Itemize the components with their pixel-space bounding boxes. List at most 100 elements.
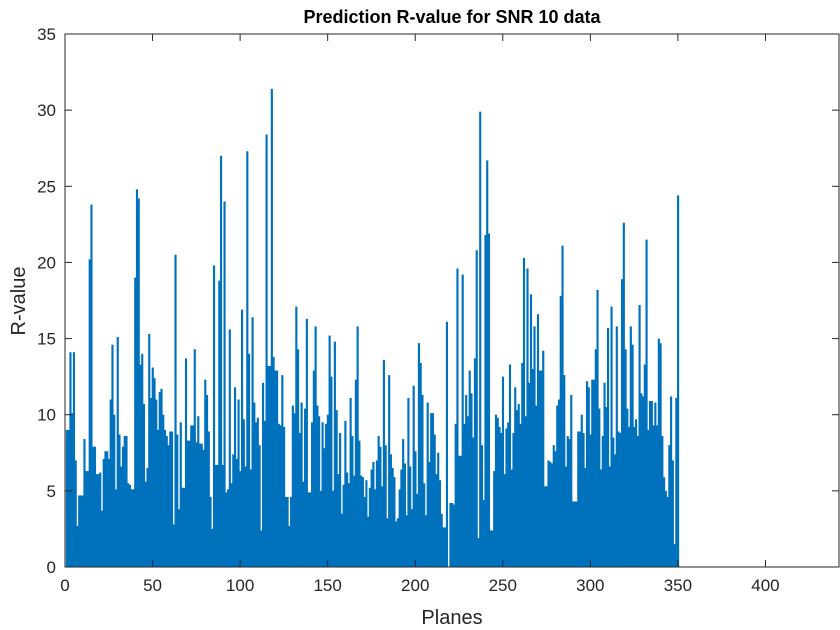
bar (267, 365, 270, 567)
x-tick-label: 50 (143, 576, 162, 595)
bar (617, 431, 620, 567)
bar (484, 235, 487, 567)
bar (531, 369, 534, 567)
bar (505, 428, 508, 567)
bar (333, 341, 336, 567)
bar (274, 370, 277, 567)
bar (656, 425, 659, 567)
bar (269, 365, 272, 567)
bar (377, 436, 380, 567)
bar (591, 379, 594, 567)
bar (431, 413, 435, 567)
bar (74, 460, 77, 567)
bar (426, 402, 429, 567)
bar (479, 111, 482, 568)
bar (125, 436, 128, 567)
bar (332, 490, 335, 567)
bar (549, 461, 552, 567)
bar (240, 309, 244, 567)
bar (642, 396, 645, 567)
bar (170, 431, 174, 567)
x-tick-label: 250 (489, 576, 517, 595)
bar (277, 423, 280, 567)
bar (400, 469, 403, 567)
bar (276, 370, 279, 567)
bar (671, 460, 674, 567)
bar (90, 204, 93, 567)
bar (325, 423, 328, 567)
bar (365, 480, 368, 567)
bar (603, 382, 606, 567)
bar (228, 329, 231, 567)
bar (137, 198, 140, 567)
bar (204, 379, 207, 567)
bar (314, 326, 317, 567)
bar (578, 431, 582, 567)
bar (316, 405, 319, 567)
bar (239, 471, 242, 567)
bar (577, 431, 580, 567)
bar (212, 265, 216, 567)
bar (417, 343, 420, 567)
bar (557, 399, 561, 567)
bar (114, 489, 118, 567)
bar (486, 160, 489, 567)
bar (428, 461, 431, 567)
bar (99, 472, 102, 567)
bar (265, 134, 268, 567)
bar (405, 515, 408, 567)
bar (435, 474, 438, 567)
bar (95, 474, 98, 567)
bar (184, 358, 188, 567)
bar (200, 443, 203, 567)
bar (349, 397, 352, 567)
bar (522, 257, 526, 567)
bar (633, 426, 636, 567)
bar (354, 379, 357, 567)
bar (247, 353, 251, 567)
bar (155, 399, 158, 567)
bar (442, 527, 445, 567)
bar (580, 414, 583, 567)
bar (652, 425, 655, 567)
bar (81, 495, 84, 567)
bar (416, 493, 419, 567)
bar (473, 358, 477, 567)
bar (561, 245, 564, 567)
bar (214, 464, 217, 567)
bar (638, 305, 641, 567)
bar (550, 463, 554, 567)
bar (584, 468, 587, 567)
bar (388, 375, 391, 567)
bar (571, 501, 575, 567)
bar (135, 189, 139, 567)
bar (262, 382, 265, 567)
bar (211, 528, 214, 567)
bar (235, 458, 238, 567)
bar (339, 432, 342, 567)
bar (132, 489, 135, 567)
bar (109, 399, 112, 567)
bar (515, 410, 519, 567)
bar (260, 530, 263, 567)
bar (610, 306, 613, 567)
bar (290, 496, 293, 567)
bar (337, 474, 340, 567)
bar (456, 268, 459, 567)
bar (496, 417, 499, 567)
bar (79, 495, 83, 567)
bar (326, 414, 329, 567)
bar (106, 451, 109, 567)
bar (521, 362, 524, 567)
bar (216, 464, 219, 567)
x-tick-label: 150 (313, 576, 341, 595)
bar (146, 468, 149, 567)
bar (663, 477, 666, 567)
bar (286, 496, 289, 567)
bar (419, 362, 422, 567)
bar (608, 466, 611, 567)
bar (512, 432, 515, 567)
bar (167, 445, 170, 567)
bar (246, 151, 249, 567)
bar (631, 344, 634, 567)
